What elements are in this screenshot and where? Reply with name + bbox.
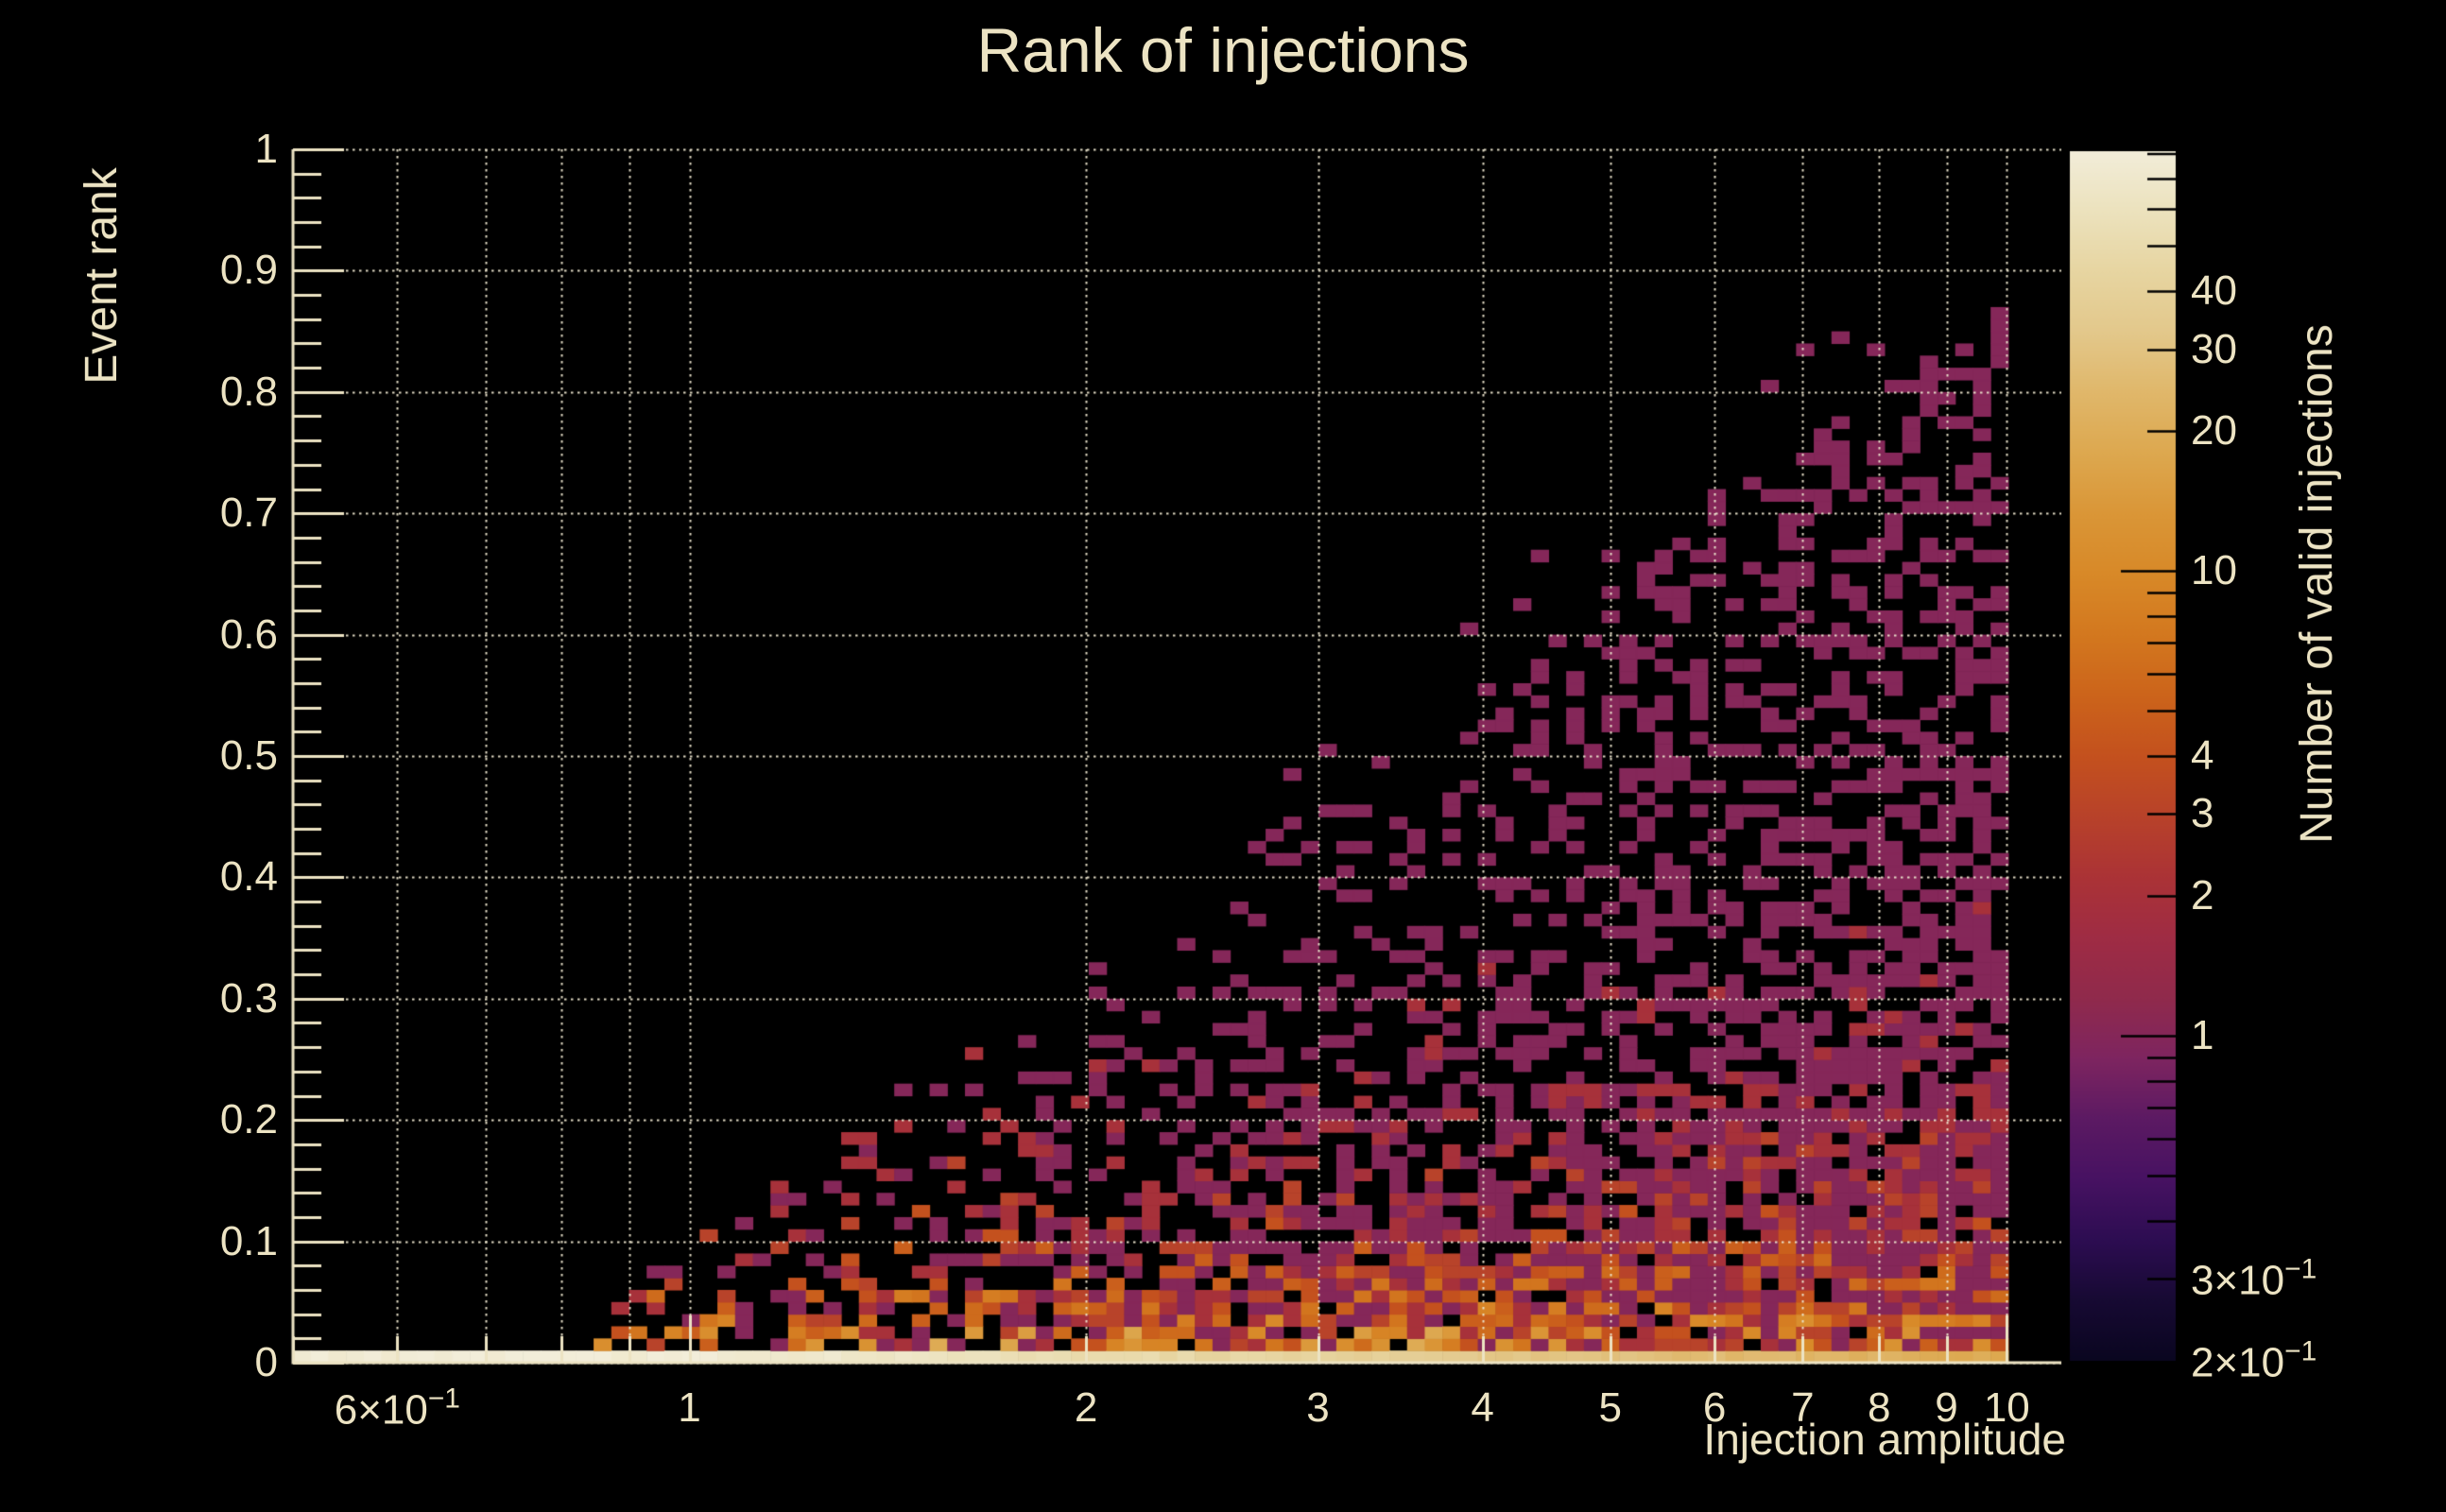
y-tick-label: 0.7 [219,490,278,537]
x-tick-label: 10 [1983,1384,2030,1431]
colorbar-tick-label: 3 [2191,790,2214,837]
y-tick-label: 0.5 [219,732,278,779]
exponent: −1 [427,1383,460,1415]
x-tick-label: 2 [1074,1384,1098,1431]
x-axis-title: Injection amplitude [1703,1415,2066,1464]
exponent: −1 [2284,1253,2317,1285]
y-axis-title: Event rank [77,167,127,385]
colorbar-tick-label: 2 [2191,872,2214,919]
x-tick-label: 7 [1791,1384,1815,1431]
colorbar-tick-label: 20 [2191,407,2237,455]
y-tick-label: 0.1 [219,1217,278,1264]
y-tick-label: 0.3 [219,974,278,1022]
x-tick-label: 8 [1867,1384,1891,1431]
colorbar-tick-label: 30 [2191,325,2237,372]
plot-title: Rank of injections [976,15,1470,85]
x-tick-label: 3 [1306,1384,1330,1431]
y-tick-label: 0.6 [219,610,278,658]
x-tick-label: 6 [1702,1384,1727,1431]
y-tick-label: 0.9 [219,247,278,294]
colorbar-title: Number of valid injections [2292,324,2342,844]
y-tick-label: 0.2 [219,1096,278,1143]
y-tick-label: 1 [254,126,278,172]
y-tick-label: 0.4 [219,853,278,901]
y-tick-label: 0 [254,1339,278,1385]
colorbar-tick-label: 2×10−1 [2191,1335,2317,1386]
x-tick-label: 1 [678,1384,701,1431]
x-tick-label: 9 [1935,1384,1958,1431]
colorbar-tick-label: 1 [2191,1012,2214,1059]
colorbar-tick-label: 4 [2191,732,2214,779]
colorbar-tick-label: 3×10−1 [2191,1253,2317,1305]
y-tick-label: 0.8 [219,368,278,415]
x-tick-label: 4 [1471,1384,1494,1431]
x-tick-label: 6×10−1 [334,1383,460,1434]
x-tick-label: 5 [1598,1384,1622,1431]
exponent: −1 [2284,1335,2317,1367]
colorbar-tick-label: 40 [2191,267,2237,315]
colorbar-tick-label: 10 [2191,547,2237,594]
